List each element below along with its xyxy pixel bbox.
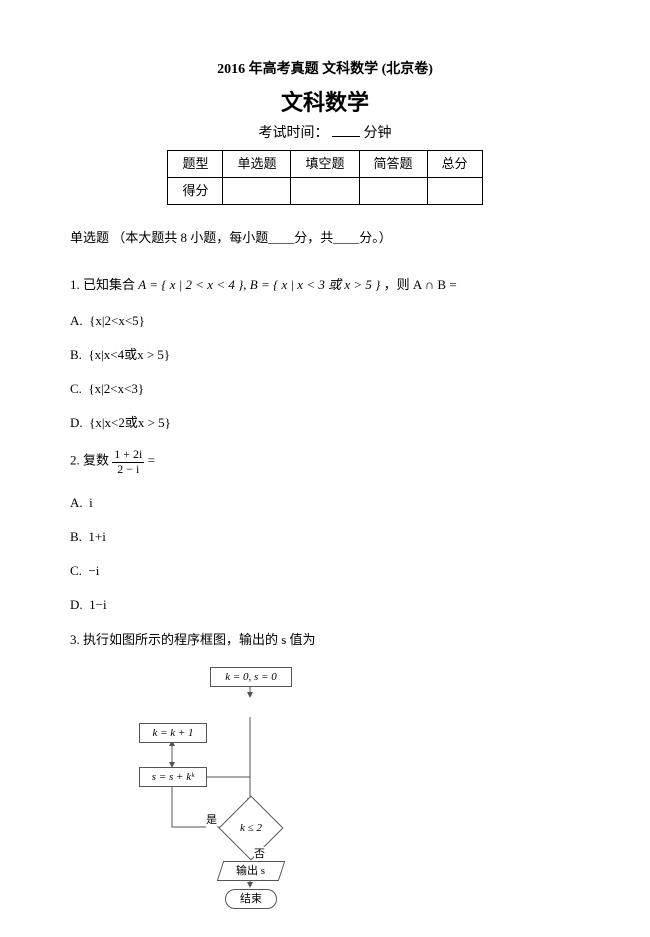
q1-option-d: D. {x|x<2或x > 5} [70,414,580,432]
q1-b-text: {x|x<4或x > 5} [88,347,170,362]
flow-end: 结束 [225,889,277,909]
exam-header-title: 2016 年高考真题 文科数学 (北京卷) [70,60,580,80]
q1-a-text: {x|2<x<5} [89,313,145,328]
q2-a-text: i [89,495,93,510]
flow-yes-label: 是 [206,813,217,828]
q2-option-d: D. 1−i [70,596,580,614]
q2-option-b: B. 1+i [70,528,580,546]
flow-acc: s = s + kᵏ [139,767,207,787]
score-table-header-row: 题型 单选题 填空题 简答题 总分 [168,150,482,177]
q2-fraction: 1 + 2i 2 − i [112,448,144,475]
q1-option-b: B. {x|x<4或x > 5} [70,346,580,364]
q1-d-text: {x|x<2或x > 5} [89,415,171,430]
flow-output: 输出 s [217,861,285,881]
score-header-3: 简答题 [359,150,427,177]
q1-suffix: ，则 A ∩ B = [384,277,457,292]
exam-time-line: 考试时间： 分钟 [70,124,580,144]
flow-init: k = 0, s = 0 [210,667,292,687]
score-row-label: 得分 [168,178,223,205]
score-header-2: 填空题 [291,150,359,177]
q2-option-c: C. −i [70,562,580,580]
flow-inc-text: k = k + 1 [152,727,193,739]
flow-cond-text: k ≤ 2 [229,806,273,850]
q2-option-a: A. i [70,494,580,512]
q2-d-text: 1−i [89,597,106,612]
score-cell-1 [223,178,291,205]
score-cell-3 [359,178,427,205]
q2-prefix: 2. 复数 [70,453,109,468]
q1-option-a: A. {x|2<x<5} [70,312,580,330]
flow-inc: k = k + 1 [139,723,207,743]
q2-stem: 2. 复数 1 + 2i 2 − i = [70,448,580,475]
flow-init-text: k = 0, s = 0 [225,671,277,683]
flow-no-label: 否 [254,847,265,862]
exam-time-prefix: 考试时间： [259,126,329,141]
exam-time-blank [332,136,360,137]
score-header-4: 总分 [427,150,482,177]
q2-suffix: = [148,453,155,468]
q2-c-text: −i [88,563,99,578]
section-detail: （本大题共 8 小题，每小题____分，共____分。） [112,230,392,245]
exam-time-suffix: 分钟 [364,126,392,141]
score-header-1: 单选题 [223,150,291,177]
score-table: 题型 单选题 填空题 简答题 总分 得分 [167,150,482,205]
q2-frac-den: 2 − i [112,463,144,476]
q1-c-text: {x|2<x<3} [88,381,144,396]
score-cell-2 [291,178,359,205]
flow-output-text: 输出 s [236,862,265,880]
score-table-score-row: 得分 [168,178,482,205]
q1-option-c: C. {x|2<x<3} [70,380,580,398]
flow-acc-text: s = s + kᵏ [152,771,194,783]
q1-prefix: 1. 已知集合 [70,277,138,292]
score-header-0: 题型 [168,150,223,177]
subject-title: 文科数学 [70,88,580,119]
section-label: 单选题 [70,230,109,245]
q1-sets: A = { x | 2 < x < 4 }, B = { x | x < 3 或… [138,277,380,292]
q3-stem: 3. 执行如图所示的程序框图，输出的 s 值为 [70,631,580,649]
section-header: 单选题 （本大题共 8 小题，每小题____分，共____分。） [70,229,580,247]
q2-frac-num: 1 + 2i [112,448,144,462]
flowchart: 开始 k = 0, s = 0 k = k + 1 s = s + kᵏ k ≤… [120,667,340,897]
score-cell-4 [427,178,482,205]
q2-b-text: 1+i [88,529,105,544]
q1-stem: 1. 已知集合 A = { x | 2 < x < 4 }, B = { x |… [70,276,580,294]
